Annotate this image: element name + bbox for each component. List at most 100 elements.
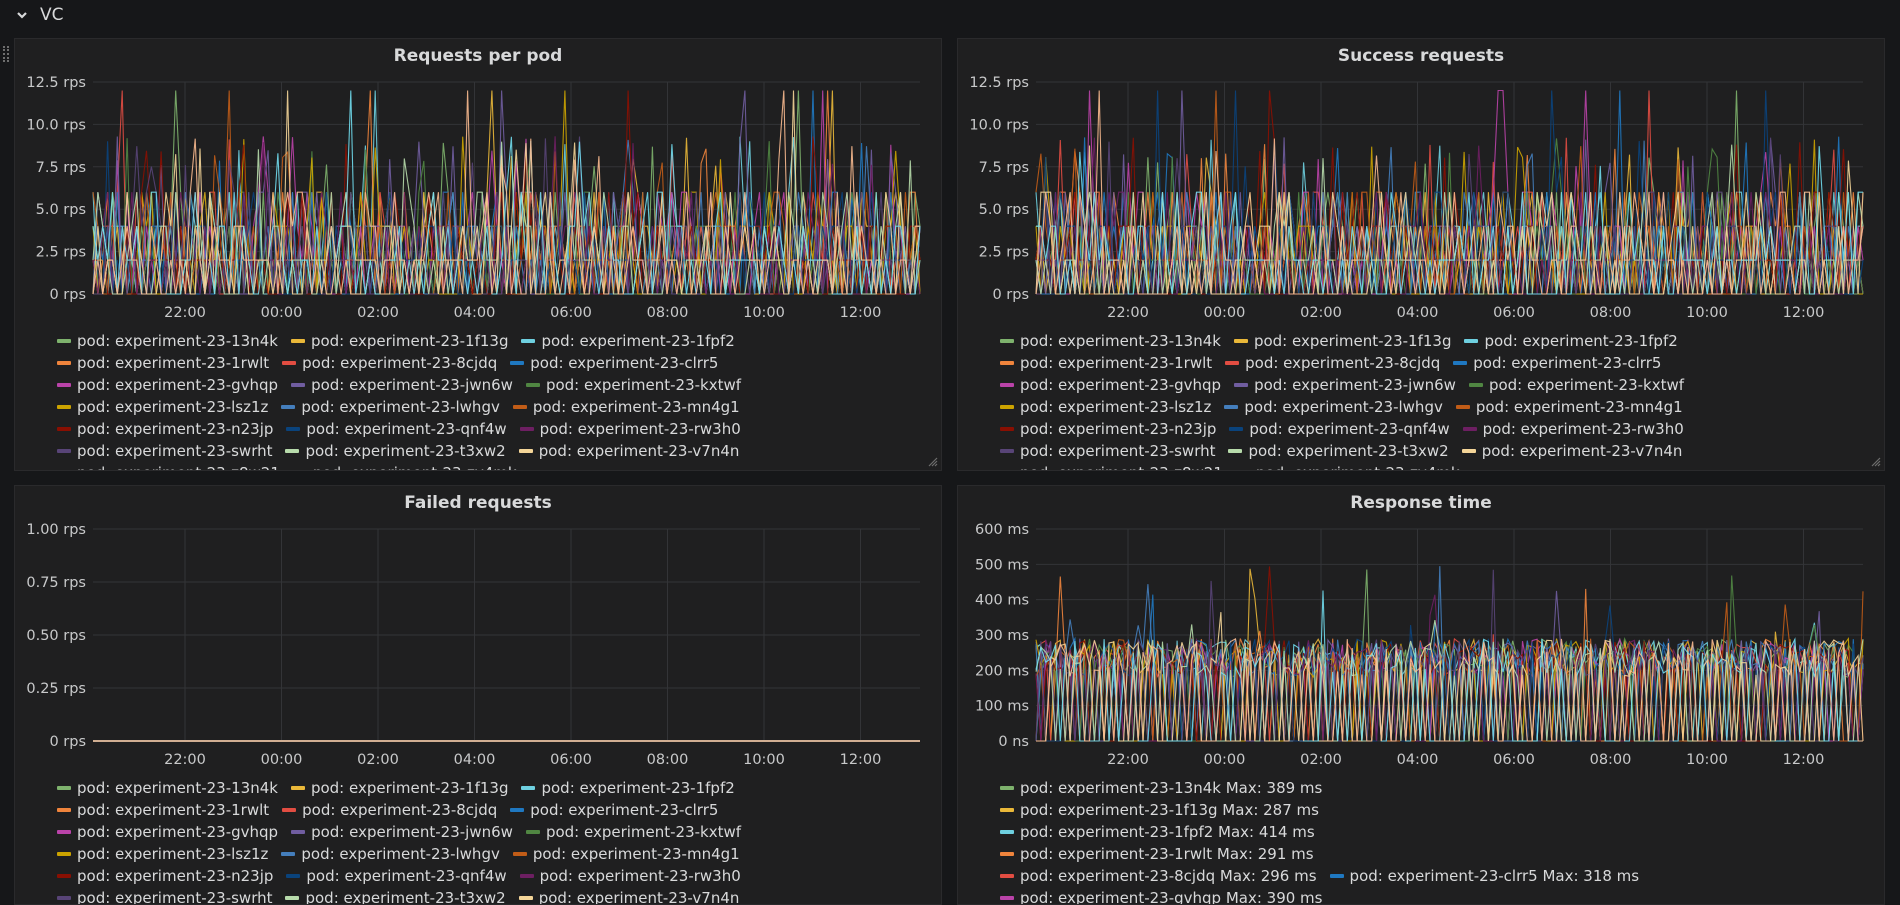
legend-item[interactable]: pod: experiment-23-lsz1z [1000, 396, 1211, 418]
legend-item[interactable]: pod: experiment-23-1fpf2 Max: 414 ms [1000, 821, 1315, 843]
x-tick-label: 04:00 [1397, 305, 1439, 321]
legend-item[interactable]: pod: experiment-23-clrr5 Max: 318 ms [1329, 865, 1639, 887]
legend-swatch [57, 830, 71, 834]
legend-swatch [1225, 361, 1240, 365]
legend-item[interactable]: pod: experiment-23-gvhqp Max: 390 ms [1000, 887, 1322, 904]
legend-item[interactable]: pod: experiment-23-zv4mk [293, 462, 517, 470]
legend-swatch [281, 405, 296, 409]
legend-item[interactable]: pod: experiment-23-13n4k [57, 777, 278, 799]
legend-item[interactable]: pod: experiment-23-mn4g1 [512, 396, 740, 418]
x-tick-label: 10:00 [743, 305, 785, 321]
legend-item[interactable]: pod: experiment-23-13n4k [57, 330, 278, 352]
legend-item[interactable]: pod: experiment-23-swrht [57, 440, 272, 462]
legend-item[interactable]: pod: experiment-23-n23jp [1000, 418, 1216, 440]
legend-item[interactable]: pod: experiment-23-lwhgv [1224, 396, 1443, 418]
legend-label: pod: experiment-23-gvhqp [1020, 376, 1222, 394]
chevron-down-icon[interactable] [16, 9, 28, 21]
legend-item[interactable]: pod: experiment-23-lwhgv [281, 396, 500, 418]
legend-item[interactable]: pod: experiment-23-1rwlt [57, 352, 269, 374]
y-tick-label: 12.5 rps [26, 75, 86, 91]
row-header[interactable]: VC [0, 0, 1900, 30]
legend-item[interactable]: pod: experiment-23-1f13g [290, 330, 508, 352]
legend-item[interactable]: pod: experiment-23-t3xw2 [285, 887, 506, 904]
legend-item[interactable]: pod: experiment-23-qnf4w [1229, 418, 1450, 440]
legend-swatch [1000, 405, 1014, 409]
legend-item[interactable]: pod: experiment-23-rw3h0 [519, 865, 741, 887]
legend-item[interactable]: pod: experiment-23-8cjdq [282, 799, 497, 821]
legend-item[interactable]: pod: experiment-23-clrr5 [510, 352, 718, 374]
panel-title[interactable]: Success requests [1337, 46, 1505, 66]
drag-handle-icon[interactable] [3, 46, 9, 62]
legend-item[interactable]: pod: experiment-23-gvhqp [57, 374, 278, 396]
panel-title[interactable]: Requests per pod [393, 46, 563, 66]
legend-item[interactable]: pod: experiment-23-1fpf2 [521, 777, 735, 799]
x-tick-label: 02:00 [1300, 752, 1342, 768]
legend-item[interactable]: pod: experiment-23-8cjdq [1225, 352, 1440, 374]
legend-item[interactable]: pod: experiment-23-lwhgv [281, 843, 500, 865]
legend-item[interactable]: pod: experiment-23-qnf4w [286, 865, 507, 887]
legend-label: pod: experiment-23-kxtwf [545, 376, 742, 394]
legend-item[interactable]: pod: experiment-23-mn4g1 [1455, 396, 1683, 418]
legend-item[interactable]: pod: experiment-23-kxtwf [525, 821, 742, 843]
legend-item[interactable]: pod: experiment-23-rw3h0 [1462, 418, 1684, 440]
legend-item[interactable]: pod: experiment-23-1rwlt Max: 291 ms [1000, 843, 1314, 865]
legend-item[interactable]: pod: experiment-23-jwn6w [1234, 374, 1456, 396]
panel-title[interactable]: Response time [1350, 493, 1492, 513]
legend-item[interactable]: pod: experiment-23-1f13g Max: 287 ms [1000, 799, 1319, 821]
legend-item[interactable]: pod: experiment-23-jwn6w [291, 374, 513, 396]
legend-swatch [1000, 830, 1014, 834]
legend-item[interactable]: pod: experiment-23-clrr5 [1453, 352, 1661, 374]
legend-item[interactable]: pod: experiment-23-t3xw2 [285, 440, 506, 462]
legend-item[interactable]: pod: experiment-23-gvhqp [1000, 374, 1221, 396]
legend-item[interactable]: pod: experiment-23-n23jp [57, 418, 273, 440]
panel-failed-requests: Failed requests 0 rps 0.25 rps 0.50 rps 0.7… [14, 485, 942, 905]
legend-item[interactable]: pod: experiment-23-v7n4n [518, 440, 739, 462]
legend-item[interactable]: pod: experiment-23-z8w21 [57, 462, 280, 470]
legend-item[interactable]: pod: experiment-23-1rwlt [1000, 352, 1212, 374]
legend-item[interactable]: pod: experiment-23-1fpf2 [521, 330, 735, 352]
legend-item[interactable]: pod: experiment-23-8cjdq [282, 352, 497, 374]
legend-item[interactable]: pod: experiment-23-lsz1z [57, 843, 268, 865]
legend-label: pod: experiment-23-13n4k [1020, 332, 1221, 350]
legend-item[interactable]: pod: experiment-23-swrht [57, 887, 272, 904]
legend-item[interactable]: pod: experiment-23-rw3h0 [519, 418, 741, 440]
legend-item[interactable]: pod: experiment-23-kxtwf [1468, 374, 1684, 396]
legend-item[interactable]: pod: experiment-23-zv4mk [1236, 462, 1460, 470]
x-tick-label: 10:00 [1686, 305, 1728, 321]
legend-label: pod: experiment-23-1f13g [1253, 332, 1452, 350]
legend-item[interactable]: pod: experiment-23-v7n4n [1461, 440, 1683, 462]
legend-label: pod: experiment-23-v7n4n [1481, 442, 1683, 460]
legend-item[interactable]: pod: experiment-23-lsz1z [57, 396, 268, 418]
legend-item[interactable]: pod: experiment-23-z8w21 [1000, 462, 1223, 470]
legend: pod: experiment-23-13n4k pod: experiment-… [1000, 330, 1880, 470]
legend-item[interactable]: pod: experiment-23-13n4k [1000, 330, 1221, 352]
legend-item[interactable]: pod: experiment-23-clrr5 [510, 799, 718, 821]
legend-item[interactable]: pod: experiment-23-1fpf2 [1464, 330, 1678, 352]
legend-item[interactable]: pod: experiment-23-v7n4n [518, 887, 739, 904]
legend-item[interactable]: pod: experiment-23-8cjdq Max: 296 ms [1000, 865, 1317, 887]
legend-item[interactable]: pod: experiment-23-jwn6w [291, 821, 513, 843]
legend-item[interactable]: pod: experiment-23-1rwlt [57, 799, 269, 821]
legend-item[interactable]: pod: experiment-23-qnf4w [286, 418, 507, 440]
legend-item[interactable]: pod: experiment-23-t3xw2 [1228, 440, 1449, 462]
resize-handle-icon[interactable] [1871, 457, 1881, 467]
x-tick-label: 22:00 [164, 752, 206, 768]
legend-item[interactable]: pod: experiment-23-n23jp [57, 865, 273, 887]
legend-item[interactable]: pod: experiment-23-1f13g [1233, 330, 1452, 352]
legend-label: pod: experiment-23-z8w21 [1020, 464, 1223, 470]
panel-title[interactable]: Failed requests [404, 493, 552, 513]
legend-item[interactable]: pod: experiment-23-swrht [1000, 440, 1215, 462]
legend-label: pod: experiment-23-kxtwf [545, 823, 742, 841]
chart-failed-requests: 0 rps 0.25 rps 0.50 rps 0.75 rps 1.00 rps 22:… [26, 522, 920, 768]
legend-item[interactable]: pod: experiment-23-1f13g [290, 777, 508, 799]
legend-swatch [1000, 383, 1014, 387]
legend-item[interactable]: pod: experiment-23-13n4k Max: 389 ms [1000, 777, 1322, 799]
legend-item[interactable]: pod: experiment-23-gvhqp [57, 821, 278, 843]
legend-swatch [519, 427, 534, 431]
y-tick-label: 100 ms [975, 699, 1029, 715]
series-line [1036, 137, 1863, 295]
legend-swatch [1000, 786, 1014, 790]
resize-handle-icon[interactable] [928, 457, 938, 467]
legend-item[interactable]: pod: experiment-23-mn4g1 [512, 843, 740, 865]
legend-item[interactable]: pod: experiment-23-kxtwf [525, 374, 742, 396]
